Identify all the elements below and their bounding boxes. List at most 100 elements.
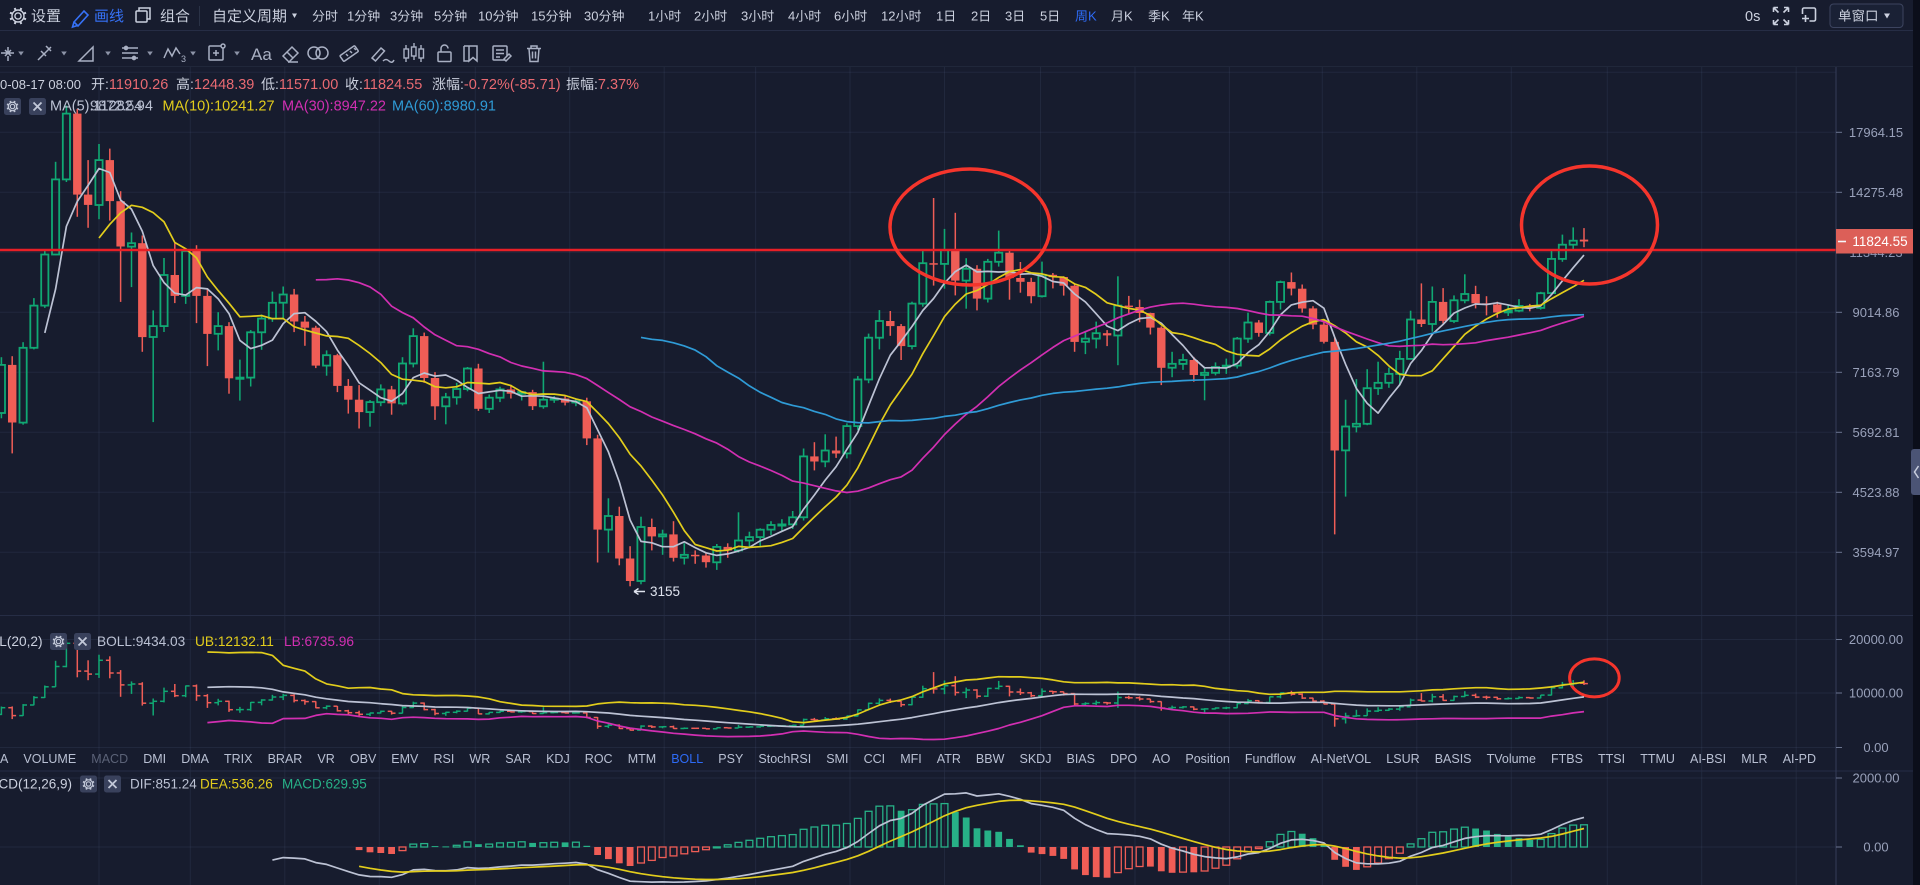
svg-text:MFI: MFI xyxy=(900,752,922,766)
svg-text:BIAS: BIAS xyxy=(1067,752,1096,766)
svg-text:9014.86: 9014.86 xyxy=(1853,305,1900,320)
svg-text:ATR: ATR xyxy=(937,752,961,766)
svg-text:5: 5 xyxy=(1040,9,1047,24)
svg-text:BOLL(20,2): BOLL(20,2) xyxy=(0,634,43,649)
svg-text:3594.97: 3594.97 xyxy=(1853,545,1900,560)
svg-text:MA(60):8980.91: MA(60):8980.91 xyxy=(392,99,496,115)
svg-text:10: 10 xyxy=(478,9,492,24)
svg-text:K: K xyxy=(1124,9,1133,24)
svg-text:BASIS: BASIS xyxy=(1435,752,1472,766)
svg-text:1: 1 xyxy=(936,9,943,24)
svg-text:10000.00: 10000.00 xyxy=(1849,686,1903,701)
svg-text:Fundflow: Fundflow xyxy=(1245,752,1297,766)
svg-text::: : xyxy=(359,76,363,92)
svg-text:6: 6 xyxy=(834,9,841,24)
svg-text:7.37%: 7.37% xyxy=(598,77,639,93)
svg-text:LB:6735.96: LB:6735.96 xyxy=(284,634,354,649)
svg-text:0.00: 0.00 xyxy=(1863,740,1888,755)
svg-text:Position: Position xyxy=(1185,752,1230,766)
svg-text:FTBS: FTBS xyxy=(1551,752,1583,766)
svg-text:SKDJ: SKDJ xyxy=(1020,752,1052,766)
svg-text:RSI: RSI xyxy=(434,752,455,766)
svg-text:ROC: ROC xyxy=(585,752,613,766)
svg-text:11824.55: 11824.55 xyxy=(363,77,422,93)
svg-text:K: K xyxy=(1161,9,1170,24)
svg-text:MA(10):10241.27: MA(10):10241.27 xyxy=(163,99,275,115)
svg-text:TTSI: TTSI xyxy=(1598,752,1625,766)
svg-text:DMI: DMI xyxy=(143,752,166,766)
svg-text:2000.00: 2000.00 xyxy=(1853,771,1900,786)
svg-text:CCI: CCI xyxy=(864,752,886,766)
svg-text:2: 2 xyxy=(971,9,978,24)
svg-text:DIF:851.24: DIF:851.24 xyxy=(130,777,197,792)
svg-text:11910.26: 11910.26 xyxy=(109,77,168,93)
svg-text:SAR: SAR xyxy=(505,752,531,766)
svg-text:4523.88: 4523.88 xyxy=(1853,485,1900,500)
svg-text:3: 3 xyxy=(390,9,397,24)
svg-text::: : xyxy=(275,76,279,92)
svg-text:DMA: DMA xyxy=(181,752,209,766)
svg-text:PSY: PSY xyxy=(718,752,744,766)
svg-text:1: 1 xyxy=(347,9,354,24)
svg-text:3: 3 xyxy=(741,9,748,24)
svg-text:OBV: OBV xyxy=(350,752,377,766)
svg-text:11824.55: 11824.55 xyxy=(1852,234,1907,249)
svg-text:14275.48: 14275.48 xyxy=(1849,185,1903,200)
svg-text:BOLL:9434.03: BOLL:9434.03 xyxy=(97,634,186,649)
svg-text:TTMU: TTMU xyxy=(1640,752,1675,766)
svg-text:VR: VR xyxy=(317,752,334,766)
svg-text:4: 4 xyxy=(788,9,795,24)
svg-text:3155: 3155 xyxy=(650,584,680,599)
svg-text:UB:12132.11: UB:12132.11 xyxy=(195,634,274,649)
svg-text:TRIX: TRIX xyxy=(224,752,253,766)
svg-text:K: K xyxy=(1088,9,1097,24)
svg-text:MACD(12,26,9): MACD(12,26,9) xyxy=(0,777,72,792)
svg-text:DEA:536.26: DEA:536.26 xyxy=(200,777,273,792)
svg-text:VOLUME: VOLUME xyxy=(23,752,76,766)
svg-text:0.00: 0.00 xyxy=(1863,840,1888,855)
svg-text:MA: MA xyxy=(0,752,9,766)
svg-text:MA(5):11282.94: MA(5):11282.94 xyxy=(50,99,153,115)
svg-text:SMI: SMI xyxy=(826,752,848,766)
svg-text:Aa: Aa xyxy=(251,45,272,64)
svg-text:12448.39: 12448.39 xyxy=(194,77,254,93)
svg-text:AI-NetVOL: AI-NetVOL xyxy=(1311,752,1371,766)
svg-text:-0.72%(-85.71): -0.72%(-85.71) xyxy=(464,77,561,93)
svg-text:2: 2 xyxy=(694,9,701,24)
svg-text:MLR: MLR xyxy=(1741,752,1767,766)
svg-text:1: 1 xyxy=(648,9,655,24)
svg-text:3: 3 xyxy=(181,54,186,64)
svg-text:BOLL: BOLL xyxy=(671,752,703,766)
svg-text:KDJ: KDJ xyxy=(546,752,570,766)
svg-text:5692.81: 5692.81 xyxy=(1853,425,1900,440)
svg-text:MACD:629.95: MACD:629.95 xyxy=(282,777,367,792)
svg-text:3: 3 xyxy=(1005,9,1012,24)
svg-text:MACD: MACD xyxy=(91,752,128,766)
svg-text:11571.00: 11571.00 xyxy=(279,77,338,93)
svg-text:7163.79: 7163.79 xyxy=(1853,365,1900,380)
svg-text::: : xyxy=(594,76,598,92)
svg-text::: : xyxy=(460,76,464,92)
svg-text:WR: WR xyxy=(469,752,490,766)
svg-text:0s: 0s xyxy=(1745,9,1760,25)
svg-text:AI-BSI: AI-BSI xyxy=(1690,752,1726,766)
svg-text:MTM: MTM xyxy=(628,752,656,766)
svg-text:BBW: BBW xyxy=(976,752,1005,766)
svg-text::: : xyxy=(190,76,194,92)
svg-text:17964.15: 17964.15 xyxy=(1849,125,1903,140)
svg-text:BRAR: BRAR xyxy=(268,752,303,766)
svg-text:30: 30 xyxy=(584,9,598,24)
svg-text:12: 12 xyxy=(881,9,895,24)
svg-text:StochRSI: StochRSI xyxy=(758,752,811,766)
svg-text:5: 5 xyxy=(434,9,441,24)
svg-text:AO: AO xyxy=(1152,752,1170,766)
svg-text:LSUR: LSUR xyxy=(1386,752,1419,766)
svg-text::: : xyxy=(105,76,109,92)
svg-text:20000.00: 20000.00 xyxy=(1849,632,1903,647)
svg-text:TVolume: TVolume xyxy=(1487,752,1536,766)
svg-text:2020-08-17 08:00: 2020-08-17 08:00 xyxy=(0,77,81,92)
svg-text:K: K xyxy=(1195,9,1204,24)
svg-text:EMV: EMV xyxy=(391,752,419,766)
svg-text:AI-PD: AI-PD xyxy=(1783,752,1816,766)
svg-text:15: 15 xyxy=(531,9,545,24)
